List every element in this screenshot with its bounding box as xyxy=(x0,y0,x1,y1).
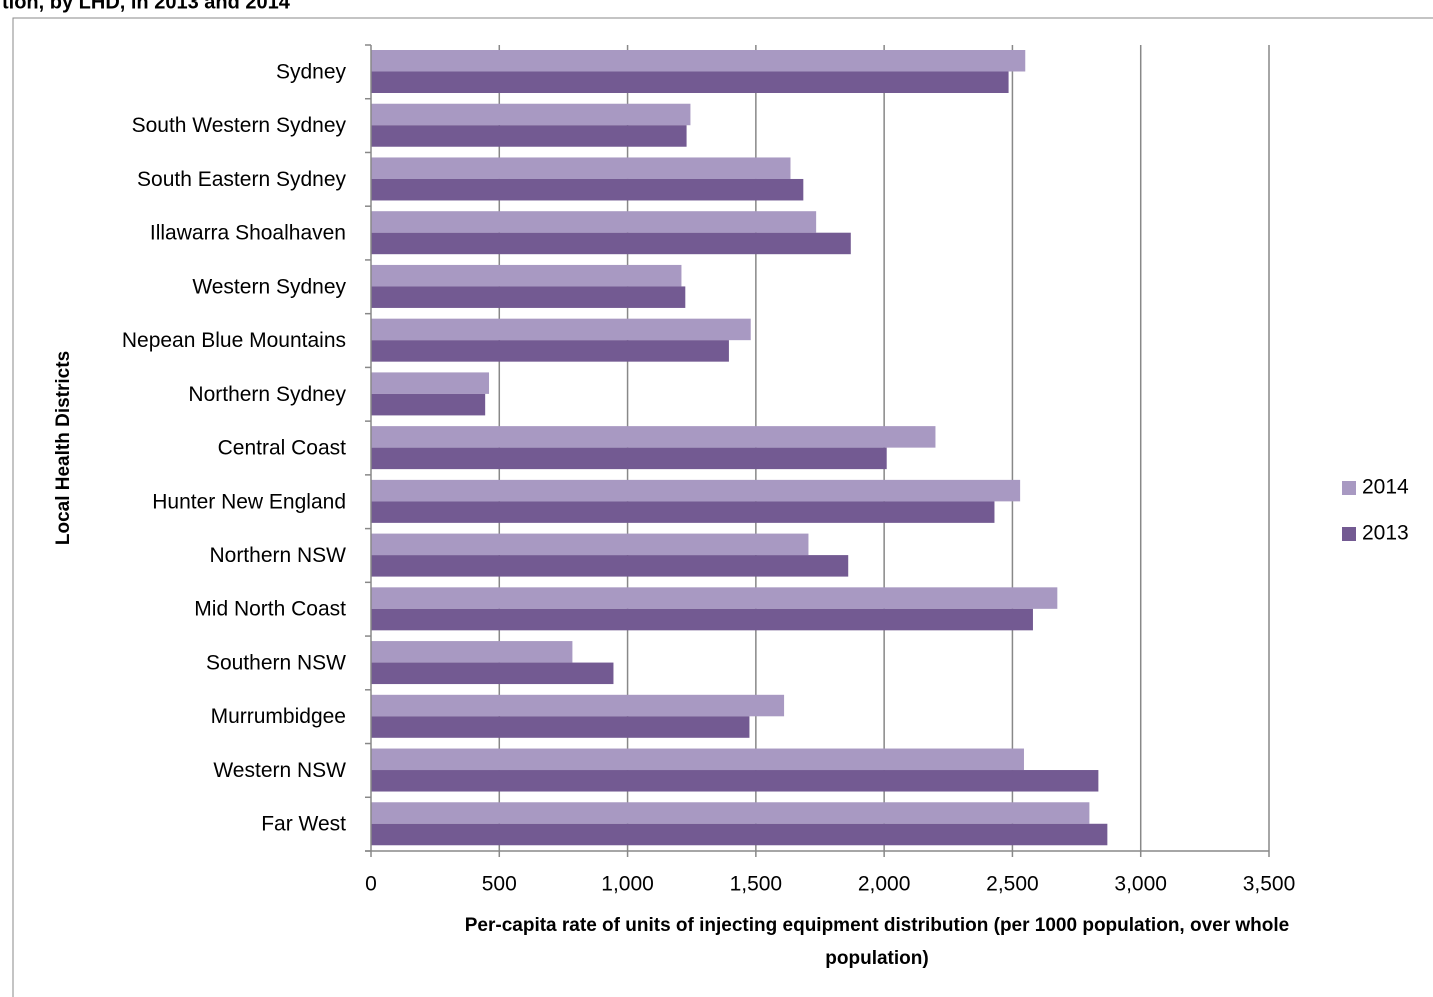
x-tick-label: 1,500 xyxy=(730,873,783,896)
bar xyxy=(371,555,849,577)
y-tick-label: Central Coast xyxy=(218,437,347,460)
x-tick-label: 3,000 xyxy=(1114,873,1167,896)
x-tick-label: 1,000 xyxy=(601,873,654,896)
y-tick-label: Mid North Coast xyxy=(194,598,346,621)
x-tick-label: 3,500 xyxy=(1243,873,1296,896)
y-tick-label: Southern NSW xyxy=(206,651,346,674)
bar xyxy=(371,479,1021,502)
bar xyxy=(371,125,687,147)
chart-border xyxy=(12,17,1433,997)
y-axis-label: Local Health Districts xyxy=(53,351,74,545)
bar xyxy=(371,770,1099,792)
x-tick-label: 2,000 xyxy=(858,873,911,896)
x-tick-label: 500 xyxy=(482,873,517,896)
bar xyxy=(371,178,804,201)
bar xyxy=(371,211,817,233)
bar xyxy=(371,393,486,416)
y-tick-label: Western NSW xyxy=(213,759,346,782)
bar xyxy=(371,372,490,394)
bar xyxy=(371,318,751,341)
chart-title: tion, by LHD, in 2013 and 2014 xyxy=(2,0,291,13)
y-tick-label: Western Sydney xyxy=(192,275,346,298)
y-tick-label: South Eastern Sydney xyxy=(137,168,346,191)
y-tick-label: Murrumbidgee xyxy=(211,705,346,728)
bar xyxy=(371,716,750,738)
bar xyxy=(371,641,573,663)
bar xyxy=(371,447,887,470)
bar xyxy=(371,264,682,287)
y-tick-label: South Western Sydney xyxy=(132,114,347,137)
bar xyxy=(371,50,1026,72)
bar xyxy=(371,662,614,685)
bar xyxy=(371,501,995,523)
legend-label: 2014 xyxy=(1362,476,1409,499)
bar xyxy=(371,426,936,448)
bar xyxy=(371,694,785,717)
y-tick-label: Northern NSW xyxy=(209,544,346,567)
bar xyxy=(371,533,809,556)
y-tick-label: Far West xyxy=(261,813,346,836)
bar xyxy=(371,823,1108,846)
y-tick-label: Sydney xyxy=(276,60,347,83)
bar xyxy=(371,71,1009,93)
bar xyxy=(371,157,791,179)
bar xyxy=(371,608,1033,631)
y-tick-label: Illawarra Shoalhaven xyxy=(150,222,346,245)
bar xyxy=(371,802,1090,824)
legend-label: 2013 xyxy=(1362,522,1409,545)
bar xyxy=(371,748,1024,771)
bar xyxy=(371,286,686,308)
x-tick-label: 0 xyxy=(365,873,377,896)
bar xyxy=(371,103,691,126)
x-tick-label: 2,500 xyxy=(986,873,1039,896)
bar xyxy=(371,232,851,255)
bar xyxy=(371,587,1058,609)
bar xyxy=(371,340,729,362)
x-axis-label: Per-capita rate of units of injecting eq… xyxy=(465,915,1289,969)
legend-swatch xyxy=(1342,481,1356,495)
y-tick-label: Hunter New England xyxy=(152,490,346,513)
y-tick-label: Northern Sydney xyxy=(188,383,346,406)
y-tick-label: Nepean Blue Mountains xyxy=(122,329,346,352)
legend-swatch xyxy=(1342,527,1356,541)
